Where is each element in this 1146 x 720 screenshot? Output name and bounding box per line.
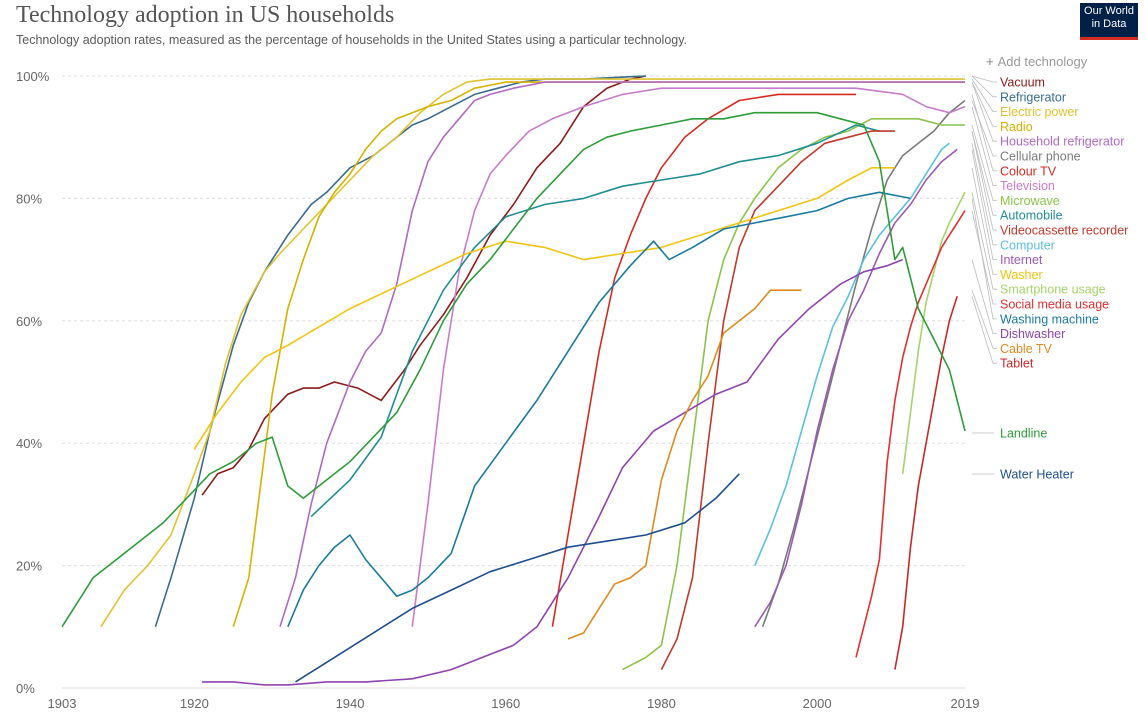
series-line-smartphone-usage [901,191,966,474]
legend-label-videocassette-recorder: Videocassette recorder [1000,224,1128,238]
legend-connector [971,296,997,364]
legend-connector [971,81,997,142]
legend-label-cellular-phone: Cellular phone [1000,150,1081,164]
legend-connector [971,149,997,261]
legend-connector [971,290,997,349]
series-line-internet [754,148,958,628]
logo-line-1: Our World [1084,5,1134,17]
legend-connector [971,75,997,98]
series-line-water-heater [295,473,740,683]
x-tick-label: 1980 [647,696,676,711]
legend-connector [971,143,997,246]
legend-label-water-heater: Water Heater [1000,468,1074,482]
owid-logo[interactable]: Our World in Data [1080,3,1138,40]
legend-label-electric-power: Electric power [1000,105,1079,119]
series-line-social-media-usage [855,210,966,658]
y-tick-label: 60% [16,314,42,329]
legend-label-social-media-usage: Social media usage [1000,298,1109,312]
add-technology-label: Add technology [997,54,1088,69]
legend-label-television: Television [1000,179,1055,193]
x-tick-label: 1940 [336,696,365,711]
series-line-automobile [310,124,880,518]
legend-connector [971,192,997,290]
series-line-washing-machine [287,191,911,628]
series-line-videocassette-recorder [660,130,895,670]
series-line-refrigerator [154,75,646,628]
x-tick-label: 2000 [803,696,832,711]
legend-label-internet: Internet [1000,253,1043,267]
legend-label-household-refrigerator: Household refrigerator [1000,135,1124,149]
y-tick-label: 0% [16,681,35,696]
series-line-radio [232,81,965,628]
legend-connector [971,94,997,172]
legend-label-radio: Radio [1000,120,1033,134]
series-line-electric-power [100,78,965,628]
chart-title: Technology adoption in US households [16,2,395,28]
legend-label-washer: Washer [1000,268,1043,282]
y-tick-label: 20% [16,559,42,574]
series-line-tablet [894,296,958,670]
chart-subtitle: Technology adoption rates, measured as t… [16,33,688,47]
legend-label-cable-tv: Cable TV [1000,342,1053,356]
series-line-microwave [622,118,965,671]
legend-connector [971,81,997,127]
logo-line-2: in Data [1091,18,1127,30]
legend-label-colour-tv: Colour TV [1000,164,1057,178]
legend-label-automobile: Automobile [1000,209,1063,223]
series-line-television [411,87,966,627]
legend-label-smartphone-usage: Smartphone usage [1000,283,1106,297]
legend-label-washing-machine: Washing machine [1000,312,1099,326]
legend-connector [971,131,997,216]
series-lines [61,75,966,686]
x-tick-label: 1920 [180,696,209,711]
x-tick-label: 1903 [48,696,77,711]
series-line-vacuum [201,75,646,496]
legend-connector [971,210,997,305]
y-tick-label: 80% [16,191,42,206]
legend-label-refrigerator: Refrigerator [1000,90,1066,104]
legend-connector [971,75,997,83]
x-tick-label: 2019 [951,696,980,711]
series-line-household-refrigerator [279,81,965,628]
legend-connector [971,259,997,335]
series-line-colour-tv [551,93,856,627]
series-line-cellular-phone [761,99,966,628]
legend-connector [971,198,997,320]
x-axis-ticks: 1903 1920 1940 1960 1980 2000 2019 [48,696,980,711]
x-tick-label: 1960 [491,696,520,711]
legend-connector [971,131,997,231]
series-line-landline [61,111,966,628]
add-technology-button[interactable]: + Add technology [986,54,1087,69]
legend-connector [971,124,997,201]
legend-label-dishwasher: Dishwasher [1000,327,1065,341]
legend-label-tablet: Tablet [1000,357,1034,371]
y-tick-label: 40% [16,436,42,451]
legend-connector [971,106,997,187]
legend-label-microwave: Microwave [1000,194,1060,208]
plus-icon: + [986,54,994,69]
series-line-washer [193,167,895,450]
legend-label-vacuum: Vacuum [1000,76,1045,90]
legend-label-landline: Landline [1000,427,1047,441]
series-line-cable-tv [567,289,802,640]
y-axis-ticks: 0% 20% 40% 60% 80% 100% [16,69,50,696]
series-line-dishwasher [202,258,903,686]
legend-connector [971,167,997,275]
series-line-computer [754,142,950,566]
y-tick-label: 100% [16,69,50,84]
legend-connector [971,78,997,112]
legend-label-computer: Computer [1000,238,1055,252]
